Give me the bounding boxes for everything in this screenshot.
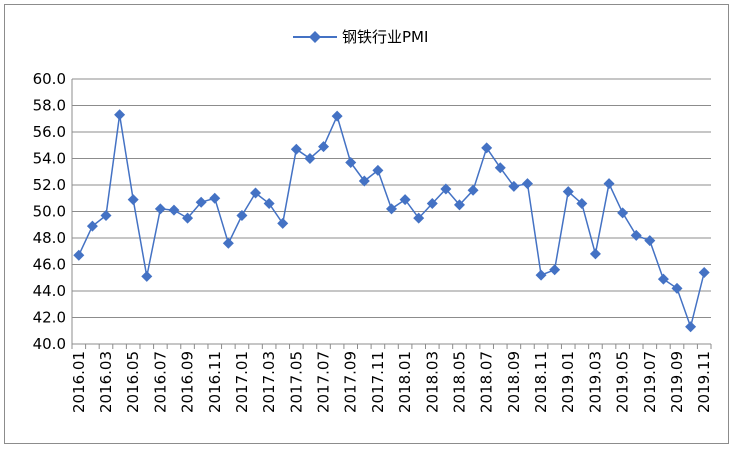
y-tick-label: 54.0 bbox=[33, 150, 66, 168]
y-tick-label: 52.0 bbox=[33, 176, 66, 194]
y-tick-label: 40.0 bbox=[33, 335, 66, 353]
x-tick-label: 2019.11 bbox=[695, 351, 713, 413]
x-tick-label: 2017.11 bbox=[369, 351, 387, 413]
x-tick-label: 2016.09 bbox=[179, 351, 197, 413]
legend-label: 钢铁行业PMI bbox=[342, 28, 428, 46]
x-tick-label: 2018.03 bbox=[423, 351, 441, 413]
data-point bbox=[331, 110, 343, 122]
data-point bbox=[630, 229, 642, 241]
data-point bbox=[236, 209, 248, 221]
y-tick-label: 46.0 bbox=[33, 256, 66, 274]
x-tick-label: 2019.07 bbox=[641, 351, 659, 413]
y-tick-label: 48.0 bbox=[33, 229, 66, 247]
data-point bbox=[453, 199, 465, 211]
y-tick-label: 60.0 bbox=[33, 70, 66, 88]
axes bbox=[71, 79, 712, 349]
data-point bbox=[549, 264, 561, 276]
x-tick-label: 2018.05 bbox=[450, 351, 468, 413]
data-point bbox=[209, 192, 221, 204]
data-point bbox=[671, 282, 683, 294]
y-tick-label: 50.0 bbox=[33, 203, 66, 221]
data-point bbox=[290, 143, 302, 155]
x-tick-label: 2017.07 bbox=[315, 351, 333, 413]
data-point bbox=[222, 237, 234, 249]
data-point bbox=[644, 235, 656, 247]
x-tick-label: 2016.01 bbox=[70, 351, 88, 413]
series-pmi bbox=[73, 109, 710, 333]
x-tick-label: 2019.05 bbox=[614, 351, 632, 413]
data-point bbox=[698, 266, 710, 278]
x-tick-labels: 2016.01 2016.03 2016.05 2016.07 2016.09 2016.… bbox=[70, 351, 713, 413]
data-point bbox=[182, 212, 194, 224]
y-tick-label: 58.0 bbox=[33, 97, 66, 115]
x-tick-label: 2017.03 bbox=[260, 351, 278, 413]
data-point bbox=[617, 207, 629, 219]
legend: 钢铁行业PMI bbox=[293, 28, 428, 46]
data-point bbox=[440, 183, 452, 195]
data-point bbox=[589, 248, 601, 260]
data-point bbox=[426, 198, 438, 210]
data-point bbox=[399, 194, 411, 206]
data-point bbox=[345, 156, 357, 168]
data-point bbox=[657, 273, 669, 285]
data-point bbox=[277, 217, 289, 229]
data-point bbox=[494, 162, 506, 174]
y-tick-label: 44.0 bbox=[33, 282, 66, 300]
x-tick-label: 2018.09 bbox=[505, 351, 523, 413]
data-point bbox=[521, 178, 533, 190]
legend-marker bbox=[309, 31, 321, 43]
x-tick-label: 2019.01 bbox=[559, 351, 577, 413]
data-point bbox=[168, 204, 180, 216]
data-point bbox=[100, 209, 112, 221]
x-tick-label: 2019.03 bbox=[586, 351, 604, 413]
data-point bbox=[481, 142, 493, 154]
data-point bbox=[127, 194, 139, 206]
data-point bbox=[576, 198, 588, 210]
data-point bbox=[304, 153, 316, 164]
y-tick-label: 56.0 bbox=[33, 123, 66, 141]
x-tick-label: 2016.11 bbox=[206, 351, 224, 413]
data-point bbox=[318, 141, 330, 153]
x-tick-label: 2016.07 bbox=[151, 351, 169, 413]
data-point bbox=[154, 203, 166, 215]
data-point bbox=[250, 187, 262, 199]
data-point bbox=[603, 178, 615, 190]
data-point bbox=[358, 175, 370, 187]
data-point bbox=[114, 109, 126, 121]
x-tick-label: 2018.11 bbox=[532, 351, 550, 413]
data-point bbox=[73, 249, 85, 261]
data-point bbox=[86, 220, 98, 232]
x-tick-label: 2017.05 bbox=[287, 351, 305, 413]
data-point bbox=[372, 164, 384, 176]
x-tick-label: 2019.09 bbox=[668, 351, 686, 413]
data-point bbox=[467, 184, 479, 196]
x-tick-label: 2018.01 bbox=[396, 351, 414, 413]
y-tick-labels: 40.0 42.0 44.0 46.0 48.0 50.0 52.0 54.0 56.0 58.0… bbox=[33, 70, 66, 353]
x-tick-label: 2017.01 bbox=[233, 351, 251, 413]
data-point bbox=[685, 321, 697, 333]
data-point bbox=[141, 270, 153, 282]
chart-frame bbox=[4, 4, 729, 444]
x-tick-label: 2017.09 bbox=[342, 351, 360, 413]
data-point bbox=[508, 180, 520, 192]
data-point bbox=[535, 269, 547, 281]
data-point bbox=[386, 203, 397, 215]
series-line bbox=[78, 113, 705, 330]
data-point bbox=[263, 198, 275, 210]
data-point bbox=[562, 186, 574, 198]
data-point bbox=[413, 212, 425, 224]
x-tick-label: 2018.07 bbox=[478, 351, 496, 413]
data-point bbox=[195, 196, 207, 208]
y-tick-label: 42.0 bbox=[33, 309, 66, 327]
x-tick-label: 2016.03 bbox=[97, 351, 115, 413]
x-tick-label: 2016.05 bbox=[124, 351, 142, 413]
